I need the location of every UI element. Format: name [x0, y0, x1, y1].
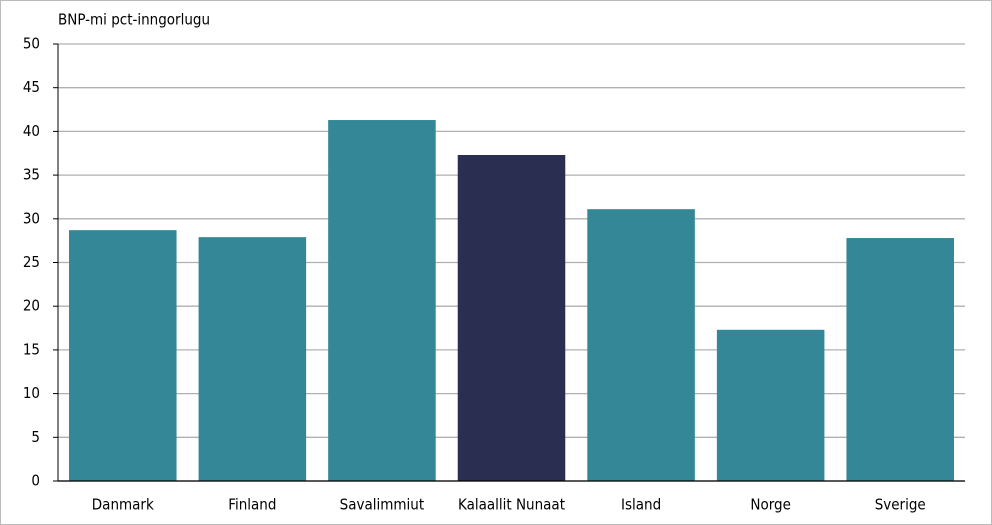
bar	[457, 154, 566, 482]
bar	[69, 230, 177, 481]
y-tick-label: 35	[23, 166, 40, 184]
x-tick-label: Sverige	[875, 496, 926, 514]
y-tick-label: 30	[23, 209, 40, 227]
bar	[328, 120, 436, 482]
y-tick-label: 0	[31, 472, 40, 490]
y-tick-label: 15	[23, 340, 40, 358]
x-tick-label: Norge	[750, 496, 791, 514]
y-tick-label: 40	[23, 122, 40, 140]
y-axis-label: BNP-mi pct-inngorlugu	[58, 11, 210, 29]
bar	[198, 237, 307, 481]
x-tick-label: Kalaallit Nunaat	[458, 496, 565, 514]
bar	[587, 209, 695, 481]
x-tick-label: Savalimmiut	[340, 496, 424, 514]
bar	[716, 329, 825, 481]
y-tick-label: 45	[23, 78, 40, 96]
x-tick-label: Danmark	[92, 496, 154, 514]
y-tick-label: 10	[23, 384, 40, 402]
y-tick-label: 50	[23, 35, 40, 53]
y-tick-label: 5	[31, 428, 40, 446]
y-tick-label: 20	[23, 297, 40, 315]
bar	[846, 238, 954, 481]
y-tick-label: 25	[23, 253, 40, 271]
x-tick-label: Island	[621, 496, 661, 514]
x-tick-label: Finland	[228, 496, 276, 514]
